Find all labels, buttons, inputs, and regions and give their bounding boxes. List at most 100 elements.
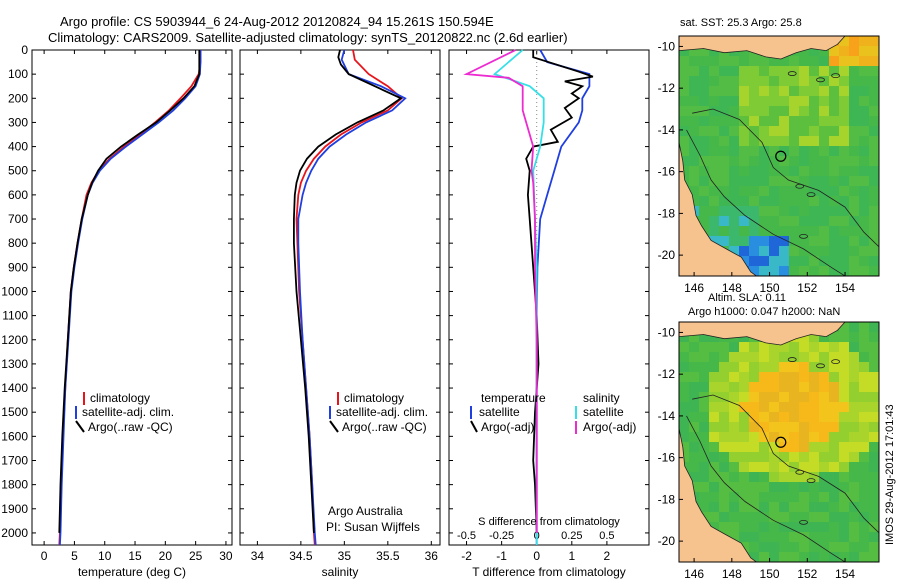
- map-cell: [849, 512, 859, 522]
- map-cell: [849, 422, 859, 432]
- map-cell: [789, 482, 799, 492]
- land-australia: [679, 142, 758, 276]
- map-cell: [759, 146, 769, 156]
- map-cell: [719, 96, 729, 106]
- map-cell: [819, 46, 829, 56]
- map-cell: [809, 226, 819, 236]
- map-cell: [839, 342, 849, 352]
- map-cell: [819, 542, 829, 552]
- annotation-argo-australia: Argo Australia: [328, 504, 403, 518]
- map-cell: [719, 166, 729, 176]
- map-cell: [719, 116, 729, 126]
- map-cell: [819, 532, 829, 542]
- x-tick-label: 2: [604, 549, 611, 563]
- map-cell: [779, 96, 789, 106]
- map-cell: [769, 402, 779, 412]
- map-cell: [819, 116, 829, 126]
- map-cell: [809, 66, 819, 76]
- map-cell: [779, 76, 789, 86]
- map-cell: [779, 126, 789, 136]
- map-cell: [849, 502, 859, 512]
- map-cell: [749, 392, 759, 402]
- map-cell: [819, 106, 829, 116]
- map-cell: [689, 332, 699, 342]
- map-cell: [799, 502, 809, 512]
- differences-axes: [448, 49, 650, 546]
- map-cell: [799, 186, 809, 196]
- map-cell: [789, 186, 799, 196]
- map-cell: [839, 402, 849, 412]
- map-cell: [809, 472, 819, 482]
- map-cell: [869, 552, 879, 562]
- temperature-plot: 0 5 10 15 20 25 30: [32, 49, 233, 563]
- map-cell: [729, 96, 739, 106]
- temperature-legend: climatology satellite-adj. clim. Argo(..…: [75, 391, 174, 434]
- map-cell: [829, 46, 839, 56]
- map-cell: [699, 452, 709, 462]
- map-cell: [849, 402, 859, 412]
- map-cell: [719, 206, 729, 216]
- map-cell: [859, 76, 869, 86]
- map-cell: [689, 96, 699, 106]
- map-cell: [819, 206, 829, 216]
- map-cell: [759, 402, 769, 412]
- reef-outline: [787, 357, 797, 362]
- map-cell: [829, 216, 839, 226]
- map-cell: [799, 126, 809, 136]
- map-cell: [779, 342, 789, 352]
- depth-tick-label: 1900: [1, 502, 28, 516]
- map-cell: [839, 156, 849, 166]
- x-tick-label: 35: [338, 549, 352, 563]
- map-cell: [849, 86, 859, 96]
- map-cell: [829, 372, 839, 382]
- map-cell: [869, 372, 879, 382]
- map-cell: [859, 236, 869, 246]
- map-cell: [779, 482, 789, 492]
- map-cell: [849, 472, 859, 482]
- map-cell: [729, 352, 739, 362]
- map-cell: [759, 522, 769, 532]
- map-cell: [769, 166, 779, 176]
- map-cell: [739, 226, 749, 236]
- map-cell: [829, 512, 839, 522]
- map-cell: [839, 462, 849, 472]
- map-cell: [809, 256, 819, 266]
- map-cell: [749, 116, 759, 126]
- s-tick-label: 0.5: [599, 530, 614, 542]
- map-cell: [709, 66, 719, 76]
- map-cell: [859, 422, 869, 432]
- map-cell: [829, 226, 839, 236]
- map-cell: [869, 256, 879, 266]
- map-cell: [819, 226, 829, 236]
- map-cell: [749, 136, 759, 146]
- map-cell: [679, 362, 689, 372]
- map-cell: [799, 512, 809, 522]
- s-tick-label: 0.25: [561, 530, 582, 542]
- map-cell: [849, 116, 859, 126]
- title-line2: Climatology: CARS2009. Satellite-adjuste…: [48, 30, 568, 45]
- map-cell: [729, 362, 739, 372]
- map-cell: [809, 342, 819, 352]
- map-cell: [799, 256, 809, 266]
- map-cell: [739, 362, 749, 372]
- map-cell: [829, 166, 839, 176]
- map-cell: [829, 412, 839, 422]
- map-cell: [749, 56, 759, 66]
- map-cell: [819, 512, 829, 522]
- map-cell: [769, 66, 779, 76]
- map-cell: [829, 126, 839, 136]
- map-cell: [749, 512, 759, 522]
- map-cell: [819, 236, 829, 246]
- map-cell: [859, 382, 869, 392]
- map-cell: [769, 116, 779, 126]
- map-cell: [679, 96, 689, 106]
- legend-header-temperature: temperature: [481, 391, 546, 405]
- map-cell: [869, 352, 879, 362]
- map-cell: [789, 206, 799, 216]
- bathymetry-contour: [686, 129, 846, 276]
- map-cell: [869, 322, 879, 332]
- sla-map: 146 148 150 152 154 -10 -12 -14 -16 -18 -20: [658, 321, 880, 580]
- map-cell: [709, 226, 719, 236]
- map-cell: [829, 186, 839, 196]
- map-cell: [799, 352, 809, 362]
